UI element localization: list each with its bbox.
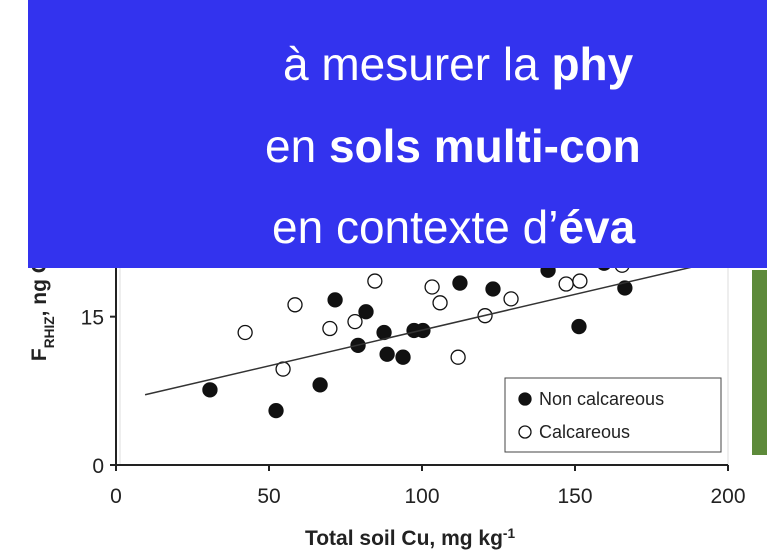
legend-marker <box>519 426 531 438</box>
point <box>323 322 337 336</box>
point <box>572 320 586 334</box>
point <box>313 378 327 392</box>
y-tick-label: 15 <box>81 307 104 330</box>
point <box>238 325 252 339</box>
x-axis-label-part: -1 <box>503 526 516 541</box>
banner-line-part: en <box>265 120 329 172</box>
y-axis-label-part: F <box>28 348 51 361</box>
point <box>433 296 447 310</box>
legend-label: Calcareous <box>539 422 630 442</box>
point <box>573 274 587 288</box>
point <box>486 282 500 296</box>
x-tick-label: 50 <box>257 485 280 508</box>
banner-line-part: en contexte d’ <box>272 201 558 253</box>
banner-line: en contexte d’éva <box>272 201 636 253</box>
point <box>453 276 467 290</box>
point <box>359 305 373 319</box>
x-tick-label: 150 <box>557 485 592 508</box>
point <box>368 274 382 288</box>
point <box>504 292 518 306</box>
point <box>328 293 342 307</box>
point <box>348 315 362 329</box>
legend-label: Non calcareous <box>539 389 664 409</box>
x-axis-label-part: Total soil Cu, mg kg <box>305 527 503 550</box>
y-axis-label-part: RHIZ <box>42 316 57 348</box>
banner-line-part: sols multi-con <box>329 120 641 172</box>
banner-line: en sols multi-con <box>265 120 641 172</box>
x-tick-label: 100 <box>404 485 439 508</box>
plant-photo <box>752 270 767 455</box>
x-tick-label: 0 <box>110 485 122 508</box>
point <box>451 350 465 364</box>
point <box>396 350 410 364</box>
point <box>380 347 394 361</box>
x-axis-label: Total soil Cu, mg kg-1 <box>305 526 515 551</box>
legend-marker <box>519 393 531 405</box>
banner: à mesurer la phy en sols multi-con en cont… <box>28 0 767 268</box>
banner-line-part: à mesurer la <box>283 38 551 90</box>
point <box>559 277 573 291</box>
slide: 0501001502000153045CTotal soil Cu, mg kg… <box>0 0 767 557</box>
point <box>203 383 217 397</box>
banner-line: à mesurer la phy <box>283 38 634 90</box>
banner-line-part: éva <box>558 201 635 253</box>
x-tick-label: 200 <box>710 485 745 508</box>
point <box>269 404 283 418</box>
point <box>425 280 439 294</box>
point <box>288 298 302 312</box>
y-tick-label: 0 <box>92 455 104 478</box>
banner-line-part: phy <box>551 38 633 90</box>
